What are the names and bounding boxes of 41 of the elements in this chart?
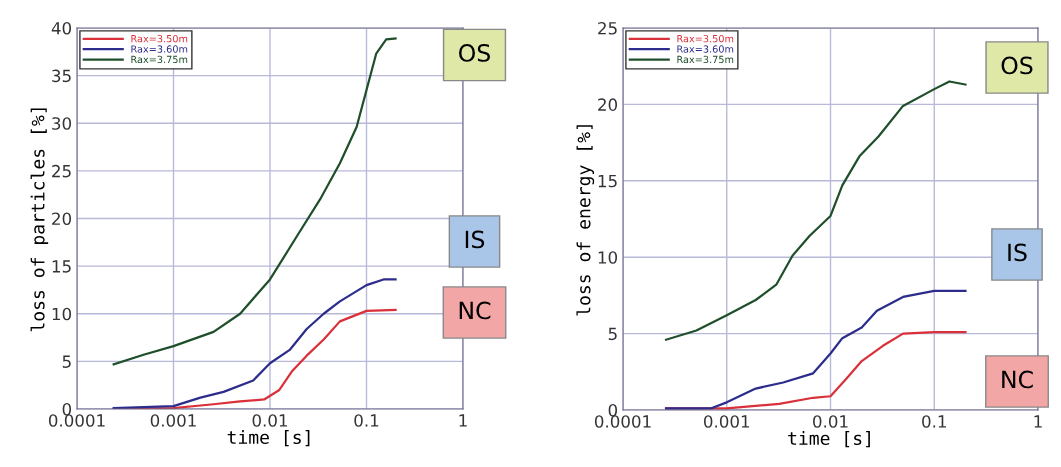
x-tick-label: 0.1 — [922, 415, 946, 428]
x-tick-label: 0.001 — [150, 414, 196, 427]
legend-label: Rax=3.75m — [677, 55, 734, 64]
text: IS — [465, 230, 485, 249]
y-tick-label: 20 — [598, 98, 618, 111]
y-tick-label: 35 — [52, 69, 71, 83]
x-tick-label: 0.1 — [354, 414, 379, 427]
y-tick-label: 30 — [52, 117, 72, 130]
x-tick-label: 0.01 — [813, 415, 848, 428]
annotation: OS — [459, 43, 490, 62]
y-axis-title: loss of particles [%] — [30, 108, 49, 332]
y-tick-label: 10 — [52, 307, 72, 321]
y-tick-label: 25 — [52, 164, 71, 178]
legend-label: Rax=3.60m — [677, 45, 734, 53]
y-tick-label: 40 — [51, 21, 72, 35]
y-axis-title: loss of energy [%] — [576, 125, 595, 316]
x-tick-label: 1 — [459, 414, 467, 427]
y-tick-label: 10 — [598, 251, 618, 264]
legend-label: Rax=3.50m — [677, 34, 734, 43]
annotation: NC — [1002, 370, 1033, 389]
x-tick-label: 0.001 — [703, 415, 750, 428]
y-tick-label: 0 — [608, 403, 618, 417]
y-tick-label: 0 — [62, 402, 72, 416]
y-tick-label: 25 — [598, 21, 617, 35]
annotation: OS — [1001, 56, 1033, 75]
legend-label: Rax=3.50m — [131, 34, 188, 43]
x-tick-label: 1 — [1034, 415, 1042, 428]
x-tick-label: 0.0001 — [594, 415, 651, 428]
x-axis-title: time [s] — [227, 430, 310, 447]
y-tick-label: 5 — [62, 355, 71, 368]
annotation: NC — [459, 301, 491, 320]
annotation: IS — [1008, 243, 1027, 262]
y-tick-label: 15 — [598, 174, 617, 188]
legend-label: Rax=3.75m — [131, 55, 188, 64]
y-tick-label: 15 — [52, 260, 71, 273]
y-tick-label: 5 — [608, 327, 617, 341]
x-tick-label: 0.01 — [252, 414, 288, 427]
y-tick-label: 20 — [52, 212, 72, 226]
x-tick-label: 0.0001 — [48, 414, 105, 427]
x-axis-title: time [s] — [788, 431, 870, 448]
legend-label: Rax=3.60m — [131, 45, 188, 53]
